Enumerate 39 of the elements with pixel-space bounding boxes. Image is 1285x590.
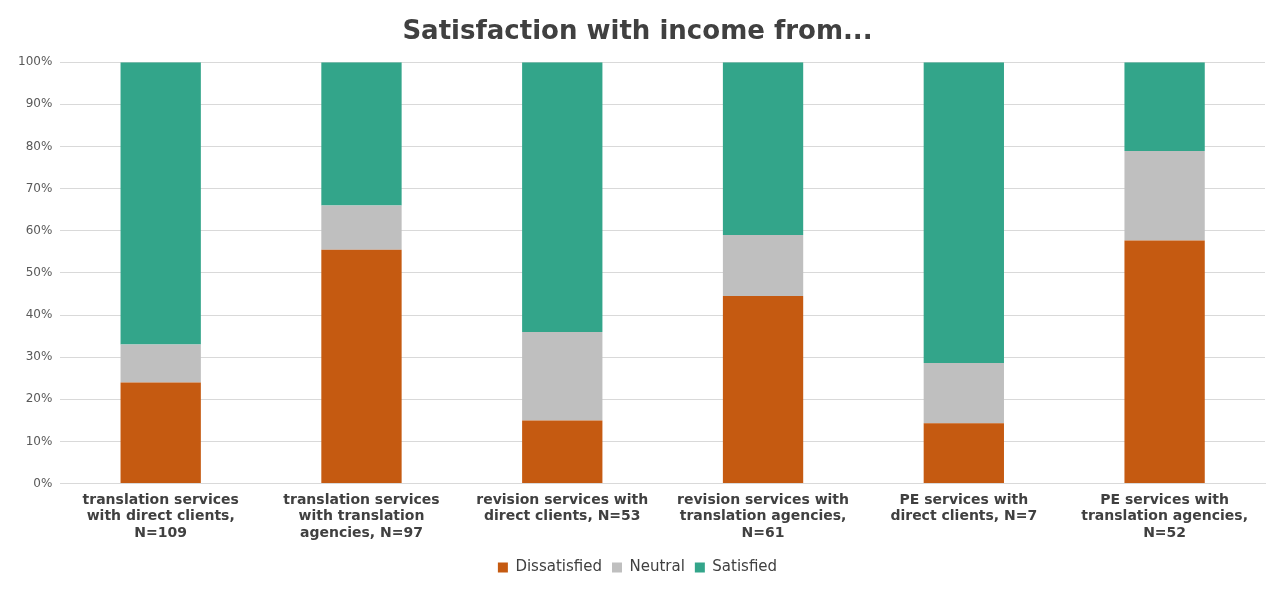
legend-label: Dissatisfied <box>515 557 602 576</box>
bar <box>321 62 402 206</box>
bar <box>321 205 402 250</box>
y-tick-label: 40% <box>25 307 53 322</box>
y-tick-label: 70% <box>25 180 53 195</box>
chart-title: Satisfaction with income from... <box>402 15 873 46</box>
bar <box>1124 151 1205 241</box>
bar <box>522 62 603 332</box>
bar <box>1124 240 1205 484</box>
bar <box>722 296 804 484</box>
bar <box>120 382 201 484</box>
y-tick-label: 30% <box>25 349 53 364</box>
y-tick-label: 10% <box>25 433 53 448</box>
x-tick-label: translation services with direct clients, N=109 <box>82 490 239 541</box>
bar <box>522 331 603 421</box>
x-tick-label: translation services with translation agencies, N=97 <box>283 490 440 541</box>
y-tick-label: 80% <box>25 138 53 153</box>
bar <box>722 62 804 235</box>
legend-label: Neutral <box>629 557 685 576</box>
y-tick-label: 60% <box>25 222 53 237</box>
legend-label: Satisfied <box>712 557 778 576</box>
y-tick-label: 20% <box>25 391 53 406</box>
bar <box>522 420 603 484</box>
y-tick-label: 100% <box>17 54 53 69</box>
bar <box>120 62 201 345</box>
bar <box>722 234 804 297</box>
bar <box>923 423 1004 484</box>
y-tick-label: 90% <box>25 96 53 111</box>
bar <box>120 344 201 383</box>
x-tick-label: revision services with direct clients, N=53 <box>476 490 649 524</box>
y-tick-label: 0% <box>33 475 53 490</box>
y-tick-label: 50% <box>25 265 53 280</box>
bar <box>321 249 402 484</box>
bar <box>1124 62 1205 152</box>
x-tick-label: revision services with translation agencies, N=61 <box>677 490 850 541</box>
bar <box>923 62 1004 364</box>
x-tick-label: PE services with translation agencies, N=52 <box>1081 490 1248 541</box>
x-tick-label: PE services with direct clients, N=7 <box>890 490 1038 524</box>
bar <box>923 363 1004 424</box>
